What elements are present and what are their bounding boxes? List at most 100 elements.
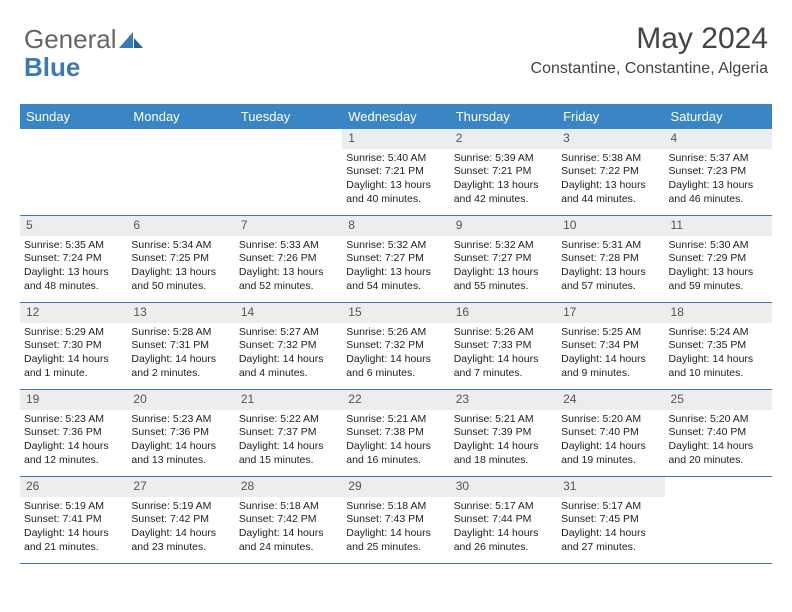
sunset-text: Sunset: 7:35 PM xyxy=(669,339,768,353)
day-cell: 11Sunrise: 5:30 AMSunset: 7:29 PMDayligh… xyxy=(665,216,772,302)
sunrise-text: Sunrise: 5:25 AM xyxy=(561,326,660,340)
daylight-text: Daylight: 13 hours and 46 minutes. xyxy=(669,179,768,206)
day-cell: 6Sunrise: 5:34 AMSunset: 7:25 PMDaylight… xyxy=(127,216,234,302)
day-number: 4 xyxy=(665,129,772,149)
daylight-text: Daylight: 14 hours and 26 minutes. xyxy=(454,527,553,554)
day-number: 17 xyxy=(557,303,664,323)
daylight-text: Daylight: 14 hours and 25 minutes. xyxy=(346,527,445,554)
sunrise-text: Sunrise: 5:29 AM xyxy=(24,326,123,340)
day-details: Sunrise: 5:32 AMSunset: 7:27 PMDaylight:… xyxy=(450,239,557,298)
day-cell: 19Sunrise: 5:23 AMSunset: 7:36 PMDayligh… xyxy=(20,390,127,476)
sunset-text: Sunset: 7:30 PM xyxy=(24,339,123,353)
daylight-text: Daylight: 13 hours and 42 minutes. xyxy=(454,179,553,206)
day-cell xyxy=(665,477,772,563)
day-number: 24 xyxy=(557,390,664,410)
day-details: Sunrise: 5:39 AMSunset: 7:21 PMDaylight:… xyxy=(450,152,557,211)
daylight-text: Daylight: 13 hours and 59 minutes. xyxy=(669,266,768,293)
day-details: Sunrise: 5:17 AMSunset: 7:45 PMDaylight:… xyxy=(557,500,664,559)
daylight-text: Daylight: 14 hours and 10 minutes. xyxy=(669,353,768,380)
daylight-text: Daylight: 14 hours and 1 minute. xyxy=(24,353,123,380)
sunrise-text: Sunrise: 5:32 AM xyxy=(454,239,553,253)
sunrise-text: Sunrise: 5:27 AM xyxy=(239,326,338,340)
daylight-text: Daylight: 13 hours and 52 minutes. xyxy=(239,266,338,293)
week-row: 5Sunrise: 5:35 AMSunset: 7:24 PMDaylight… xyxy=(20,216,772,303)
day-details: Sunrise: 5:19 AMSunset: 7:41 PMDaylight:… xyxy=(20,500,127,559)
daylight-text: Daylight: 14 hours and 12 minutes. xyxy=(24,440,123,467)
daylight-text: Daylight: 14 hours and 4 minutes. xyxy=(239,353,338,380)
day-cell: 9Sunrise: 5:32 AMSunset: 7:27 PMDaylight… xyxy=(450,216,557,302)
sunset-text: Sunset: 7:24 PM xyxy=(24,252,123,266)
day-details: Sunrise: 5:24 AMSunset: 7:35 PMDaylight:… xyxy=(665,326,772,385)
day-details: Sunrise: 5:22 AMSunset: 7:37 PMDaylight:… xyxy=(235,413,342,472)
day-number: 11 xyxy=(665,216,772,236)
sunrise-text: Sunrise: 5:20 AM xyxy=(669,413,768,427)
day-cell xyxy=(235,129,342,215)
day-number: 10 xyxy=(557,216,664,236)
sunset-text: Sunset: 7:25 PM xyxy=(131,252,230,266)
day-cell xyxy=(127,129,234,215)
day-cell: 30Sunrise: 5:17 AMSunset: 7:44 PMDayligh… xyxy=(450,477,557,563)
day-cell: 7Sunrise: 5:33 AMSunset: 7:26 PMDaylight… xyxy=(235,216,342,302)
day-number: 30 xyxy=(450,477,557,497)
day-cell: 18 Sunrise: 5:24 AMSunset: 7:35 PMDayligh… xyxy=(665,303,772,389)
daylight-text: Daylight: 14 hours and 20 minutes. xyxy=(669,440,768,467)
day-details: Sunrise: 5:32 AMSunset: 7:27 PMDaylight:… xyxy=(342,239,449,298)
day-details: Sunrise: 5:18 AMSunset: 7:43 PMDaylight:… xyxy=(342,500,449,559)
sunset-text: Sunset: 7:40 PM xyxy=(669,426,768,440)
day-cell: 22Sunrise: 5:21 AMSunset: 7:38 PMDayligh… xyxy=(342,390,449,476)
weekday-header: Monday xyxy=(127,104,234,129)
day-cell: 8Sunrise: 5:32 AMSunset: 7:27 PMDaylight… xyxy=(342,216,449,302)
sunrise-text: Sunrise: 5:20 AM xyxy=(561,413,660,427)
logo-text-2: Blue xyxy=(24,52,80,82)
day-cell xyxy=(20,129,127,215)
daylight-text: Daylight: 13 hours and 54 minutes. xyxy=(346,266,445,293)
day-cell: 17Sunrise: 5:25 AMSunset: 7:34 PMDayligh… xyxy=(557,303,664,389)
sunset-text: Sunset: 7:36 PM xyxy=(131,426,230,440)
sunrise-text: Sunrise: 5:18 AM xyxy=(346,500,445,514)
sunset-text: Sunset: 7:22 PM xyxy=(561,165,660,179)
day-details: Sunrise: 5:26 AMSunset: 7:33 PMDaylight:… xyxy=(450,326,557,385)
day-number: 16 xyxy=(450,303,557,323)
sunrise-text: Sunrise: 5:24 AM xyxy=(669,326,768,340)
day-details: Sunrise: 5:27 AMSunset: 7:32 PMDaylight:… xyxy=(235,326,342,385)
logo: General Blue xyxy=(24,26,143,80)
day-cell: 27Sunrise: 5:19 AMSunset: 7:42 PMDayligh… xyxy=(127,477,234,563)
sunrise-text: Sunrise: 5:18 AM xyxy=(239,500,338,514)
sunrise-text: Sunrise: 5:17 AM xyxy=(454,500,553,514)
daylight-text: Daylight: 13 hours and 50 minutes. xyxy=(131,266,230,293)
sunrise-text: Sunrise: 5:30 AM xyxy=(669,239,768,253)
logo-sail-icon xyxy=(119,28,143,54)
sunset-text: Sunset: 7:43 PM xyxy=(346,513,445,527)
day-details: Sunrise: 5:26 AMSunset: 7:32 PMDaylight:… xyxy=(342,326,449,385)
day-number: 26 xyxy=(20,477,127,497)
day-cell: 20Sunrise: 5:23 AMSunset: 7:36 PMDayligh… xyxy=(127,390,234,476)
sunrise-text: Sunrise: 5:37 AM xyxy=(669,152,768,166)
day-number: 13 xyxy=(127,303,234,323)
daylight-text: Daylight: 14 hours and 15 minutes. xyxy=(239,440,338,467)
day-cell: 14Sunrise: 5:27 AMSunset: 7:32 PMDayligh… xyxy=(235,303,342,389)
sunrise-text: Sunrise: 5:19 AM xyxy=(131,500,230,514)
location-text: Constantine, Constantine, Algeria xyxy=(531,60,768,78)
weekday-header: Tuesday xyxy=(235,104,342,129)
sunset-text: Sunset: 7:31 PM xyxy=(131,339,230,353)
day-number: 2 xyxy=(450,129,557,149)
day-number: 12 xyxy=(20,303,127,323)
day-number: 31 xyxy=(557,477,664,497)
day-number: 27 xyxy=(127,477,234,497)
day-number: 18 xyxy=(665,303,772,323)
day-cell: 25Sunrise: 5:20 AMSunset: 7:40 PMDayligh… xyxy=(665,390,772,476)
daylight-text: Daylight: 14 hours and 23 minutes. xyxy=(131,527,230,554)
day-details: Sunrise: 5:31 AMSunset: 7:28 PMDaylight:… xyxy=(557,239,664,298)
day-number: 29 xyxy=(342,477,449,497)
daylight-text: Daylight: 14 hours and 18 minutes. xyxy=(454,440,553,467)
day-cell: 29 Sunrise: 5:18 AMSunset: 7:43 PMDayligh… xyxy=(342,477,449,563)
day-number: 5 xyxy=(20,216,127,236)
sunrise-text: Sunrise: 5:22 AM xyxy=(239,413,338,427)
week-row: 26 Sunrise: 5:19 AMSunset: 7:41 PMDayligh… xyxy=(20,477,772,564)
sunset-text: Sunset: 7:28 PM xyxy=(561,252,660,266)
day-number: 22 xyxy=(342,390,449,410)
sunset-text: Sunset: 7:45 PM xyxy=(561,513,660,527)
sunrise-text: Sunrise: 5:26 AM xyxy=(346,326,445,340)
day-cell: 28Sunrise: 5:18 AMSunset: 7:42 PMDayligh… xyxy=(235,477,342,563)
sunset-text: Sunset: 7:33 PM xyxy=(454,339,553,353)
